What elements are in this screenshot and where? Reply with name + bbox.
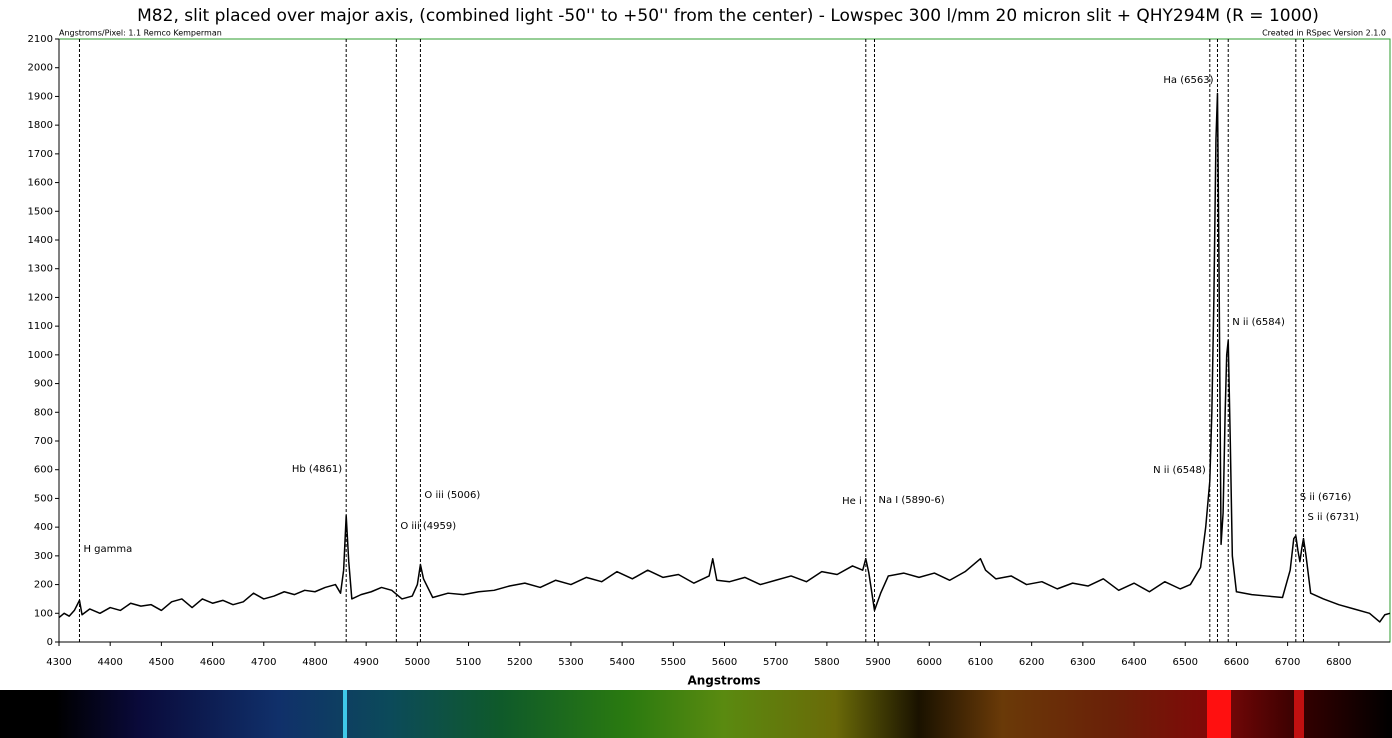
- y-tick-label: 1200: [28, 292, 53, 303]
- x-tick-label: 6000: [917, 657, 942, 668]
- line-label: Hb (4861): [292, 464, 342, 475]
- x-tick-label: 5100: [456, 657, 481, 668]
- x-tick-label: 6800: [1326, 657, 1351, 668]
- x-tick-label: 5000: [405, 657, 430, 668]
- y-tick-label: 1500: [28, 206, 53, 217]
- y-tick-label: 1100: [28, 321, 53, 332]
- x-tick-label: 5400: [609, 657, 634, 668]
- annotation: Angstroms/Pixel: 1.1 Remco Kemperman: [59, 29, 222, 38]
- y-tick-label: 200: [34, 580, 53, 591]
- spectrum-band: [1207, 690, 1231, 738]
- line-label: O iii (5006): [424, 490, 480, 501]
- annotation: Created in RSpec Version 2.1.0: [1262, 29, 1386, 38]
- spectrum-band: [343, 690, 347, 738]
- line-label: N ii (6584): [1232, 317, 1285, 328]
- x-tick-label: 6300: [1070, 657, 1095, 668]
- line-label: Na I (5890-6): [878, 495, 944, 506]
- x-tick-label: 4300: [46, 657, 71, 668]
- y-tick-label: 900: [34, 379, 53, 390]
- y-tick-label: 2100: [28, 34, 53, 45]
- x-tick-label: 5700: [763, 657, 788, 668]
- line-label: Ha (6563): [1163, 75, 1213, 86]
- y-tick-label: 700: [34, 436, 53, 447]
- y-tick-label: 2000: [28, 63, 53, 74]
- line-label: S ii (6716): [1300, 492, 1352, 503]
- x-tick-label: 4700: [251, 657, 276, 668]
- x-tick-label: 4500: [149, 657, 174, 668]
- y-tick-label: 1700: [28, 149, 53, 160]
- y-tick-label: 300: [34, 551, 53, 562]
- line-label: S ii (6731): [1307, 512, 1359, 523]
- x-tick-label: 6100: [968, 657, 993, 668]
- x-tick-label: 6400: [1121, 657, 1146, 668]
- x-tick-label: 6200: [1019, 657, 1044, 668]
- line-label: He i: [842, 496, 862, 507]
- x-axis-label: Angstroms: [687, 674, 760, 688]
- y-tick-label: 1400: [28, 235, 53, 246]
- x-tick-label: 4400: [97, 657, 122, 668]
- y-tick-label: 1000: [28, 350, 53, 361]
- spectrum-strip: [0, 690, 1392, 738]
- spectrum-band: [1294, 690, 1304, 738]
- y-tick-label: 1900: [28, 91, 53, 102]
- x-tick-label: 5900: [865, 657, 890, 668]
- x-tick-label: 6500: [1173, 657, 1198, 668]
- x-tick-label: 4600: [200, 657, 225, 668]
- line-label: H gamma: [83, 544, 132, 555]
- line-label: O iii (4959): [400, 521, 456, 532]
- line-label: N ii (6548): [1153, 465, 1206, 476]
- y-tick-label: 1600: [28, 178, 53, 189]
- x-tick-label: 4800: [302, 657, 327, 668]
- x-tick-label: 5500: [661, 657, 686, 668]
- y-tick-label: 1300: [28, 264, 53, 275]
- x-tick-label: 5200: [507, 657, 532, 668]
- spectrum-line: [58, 92, 1391, 623]
- x-tick-label: 5300: [558, 657, 583, 668]
- plot-frame: [58, 38, 1391, 643]
- x-tick-label: 6600: [1224, 657, 1249, 668]
- x-tick-label: 6700: [1275, 657, 1300, 668]
- y-tick-label: 600: [34, 465, 53, 476]
- x-tick-label: 5600: [712, 657, 737, 668]
- y-tick-label: 100: [34, 608, 53, 619]
- x-tick-label: 5800: [814, 657, 839, 668]
- y-tick-label: 1800: [28, 120, 53, 131]
- chart-title: M82, slit placed over major axis, (combi…: [137, 6, 1319, 26]
- x-tick-label: 4900: [353, 657, 378, 668]
- y-tick-label: 800: [34, 407, 53, 418]
- y-tick-label: 0: [47, 637, 53, 648]
- y-tick-label: 500: [34, 493, 53, 504]
- y-tick-label: 400: [34, 522, 53, 533]
